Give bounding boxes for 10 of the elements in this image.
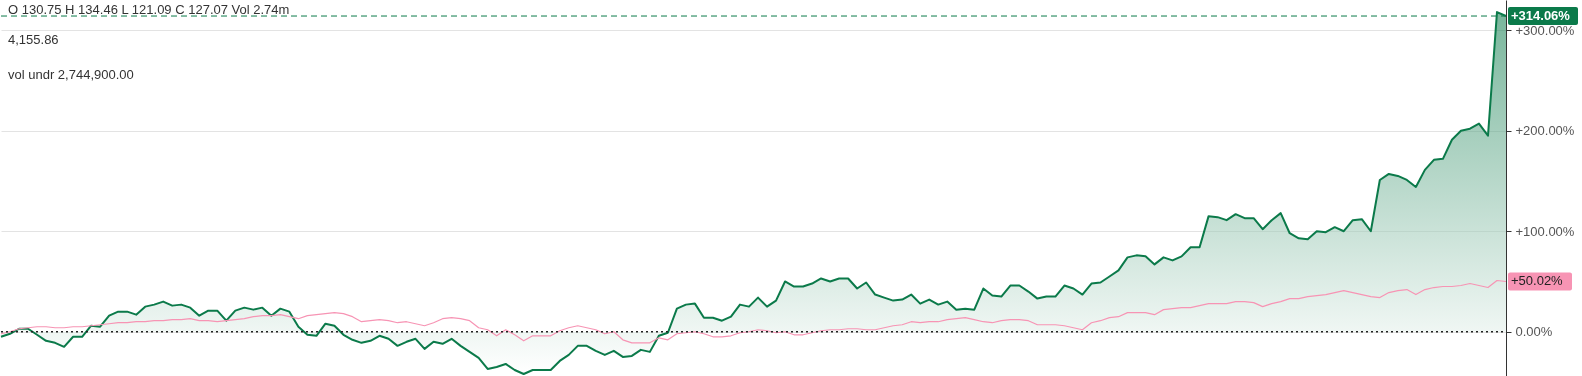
y-tick-label: +300.00% — [1515, 22, 1575, 38]
line-series — [0, 279, 1507, 344]
y-tick-label: +100.00% — [1515, 223, 1575, 239]
ref-line-label: +314.06% — [1511, 8, 1571, 24]
data-label: +50.02% — [1511, 273, 1564, 289]
annotation: 4,155.86 — [8, 32, 59, 47]
annotation: vol undr 2,744,900.00 — [8, 67, 134, 82]
y-tick-label: 0.00% — [1515, 324, 1553, 340]
annotation: O 130.75 H 134.46 L 121.09 C 127.07 Vol 2.74m — [8, 2, 290, 17]
y-tick-label: +200.00% — [1515, 123, 1575, 139]
